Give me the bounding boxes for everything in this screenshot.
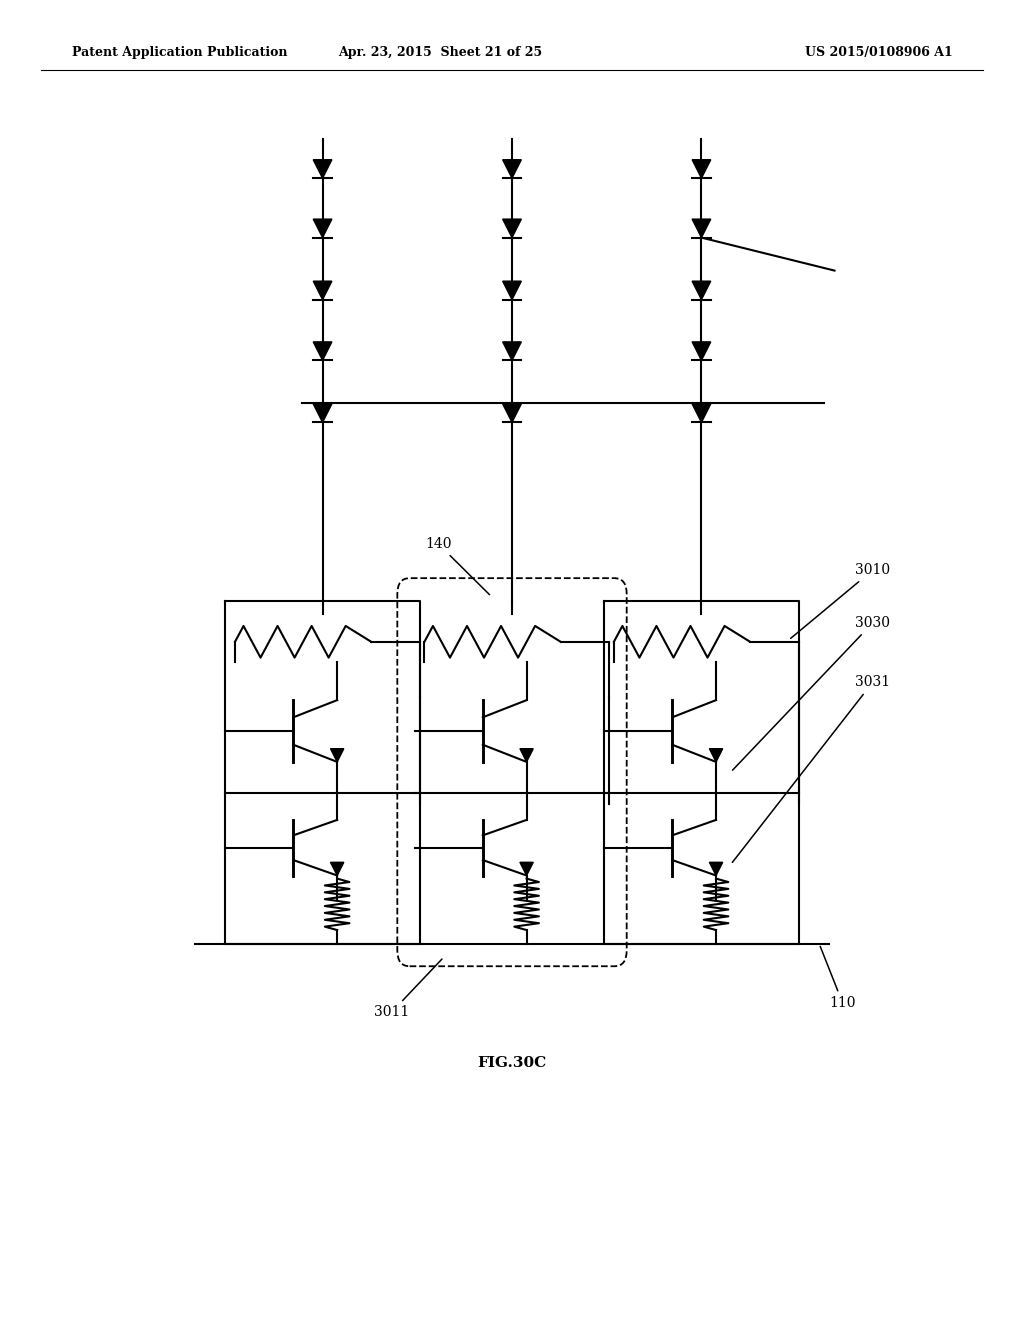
Polygon shape: [692, 404, 711, 422]
Text: 3010: 3010: [791, 564, 890, 639]
Polygon shape: [503, 160, 521, 178]
Polygon shape: [331, 862, 344, 875]
Polygon shape: [313, 342, 332, 360]
Polygon shape: [313, 281, 332, 300]
Text: Patent Application Publication: Patent Application Publication: [72, 46, 287, 59]
Text: 3011: 3011: [374, 960, 442, 1019]
Polygon shape: [520, 748, 534, 762]
Text: Apr. 23, 2015  Sheet 21 of 25: Apr. 23, 2015 Sheet 21 of 25: [338, 46, 543, 59]
Polygon shape: [503, 219, 521, 238]
Text: 110: 110: [820, 946, 856, 1010]
Polygon shape: [692, 342, 711, 360]
Polygon shape: [503, 404, 521, 422]
Polygon shape: [692, 219, 711, 238]
Polygon shape: [313, 219, 332, 238]
Polygon shape: [503, 281, 521, 300]
Polygon shape: [692, 160, 711, 178]
Text: 140: 140: [425, 537, 489, 595]
Text: 3031: 3031: [732, 676, 890, 862]
Polygon shape: [520, 862, 534, 875]
Polygon shape: [313, 404, 332, 422]
Polygon shape: [331, 748, 344, 762]
Polygon shape: [503, 342, 521, 360]
Polygon shape: [710, 862, 723, 875]
Text: FIG.30C: FIG.30C: [477, 1056, 547, 1069]
Text: 3030: 3030: [732, 616, 890, 770]
Text: US 2015/0108906 A1: US 2015/0108906 A1: [805, 46, 952, 59]
Polygon shape: [710, 748, 723, 762]
Polygon shape: [313, 160, 332, 178]
Polygon shape: [692, 281, 711, 300]
